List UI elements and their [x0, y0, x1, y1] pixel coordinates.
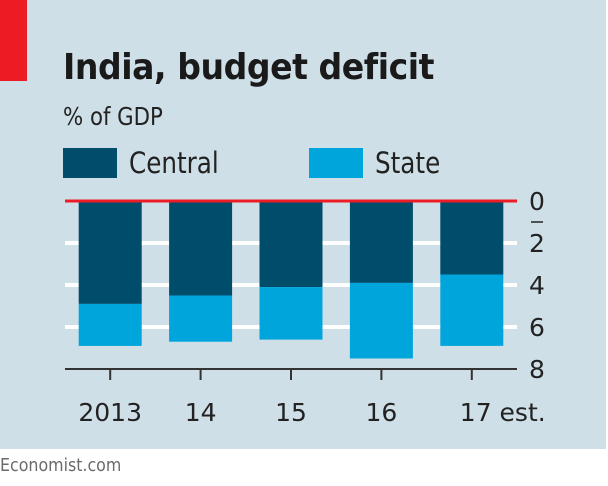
y-tick-label: 8	[529, 355, 545, 384]
bar-state-16	[349, 282, 413, 359]
brand-red-tag	[0, 0, 27, 81]
x-tick-label: 15	[275, 398, 307, 427]
bar-chart: 2013 14 15 16 17 est. 0 2 4 6 8	[65, 187, 546, 427]
legend-swatch-state	[309, 148, 363, 178]
legend-swatch-central	[63, 148, 117, 178]
legend-label-central: Central	[129, 146, 219, 180]
bar-central-2013	[78, 201, 142, 304]
legend-item-central: Central	[63, 146, 235, 180]
x-tick-label: 17 est.	[460, 398, 546, 427]
bar-central-15	[259, 201, 323, 288]
chart-subtitle: % of GDP	[63, 102, 163, 131]
y-tick-label: 4	[529, 271, 545, 300]
x-tick-label: 2013	[78, 398, 142, 427]
y-tick-label: 6	[529, 313, 545, 342]
bar-state-14	[169, 295, 233, 342]
legend-label-state: State	[375, 146, 441, 180]
x-tick-label: 14	[185, 398, 217, 427]
bar-central-16	[349, 201, 413, 283]
y-tick-label: 2	[529, 229, 545, 258]
x-tick-label: 16	[365, 398, 397, 427]
chart-panel: India, budget deficit % of GDP Central S…	[0, 0, 606, 449]
bar-state-2013	[78, 303, 142, 346]
legend-item-state: State	[309, 146, 452, 180]
source-credit: Economist.com	[0, 455, 122, 476]
bar-state-17est	[440, 274, 504, 346]
chart-title: India, budget deficit	[63, 47, 435, 88]
bar-central-14	[169, 201, 233, 296]
bar-central-17est	[440, 201, 504, 275]
y-tick-label: 0	[529, 187, 545, 216]
bar-state-15	[259, 287, 323, 340]
